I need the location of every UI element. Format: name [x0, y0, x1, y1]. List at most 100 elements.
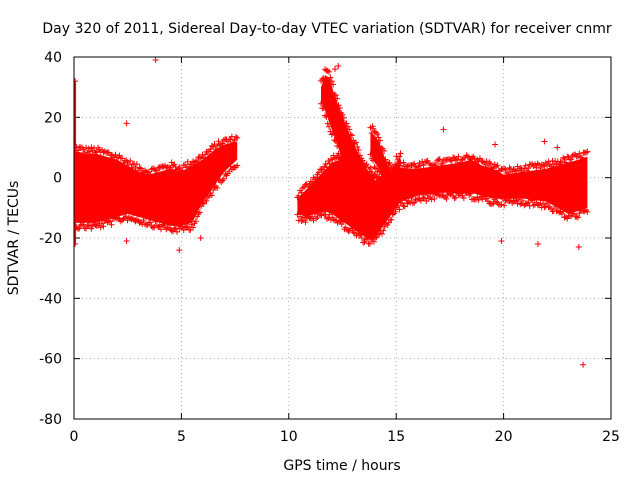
- data-point: [562, 159, 569, 166]
- data-point: [359, 157, 366, 164]
- data-point: [554, 207, 561, 214]
- data-point: [348, 132, 355, 139]
- data-point: [560, 154, 567, 161]
- data-point: [321, 163, 328, 170]
- data-point: [179, 223, 186, 230]
- data-point: [564, 153, 571, 160]
- data-point: [116, 152, 123, 159]
- data-point-outlier: [331, 66, 338, 73]
- data-point: [101, 148, 108, 155]
- data-point: [409, 200, 416, 207]
- data-point: [579, 154, 586, 161]
- data-point: [584, 208, 591, 215]
- data-point: [302, 219, 309, 226]
- data-point: [107, 218, 114, 225]
- y-tick-label: -20: [39, 231, 62, 247]
- data-point: [452, 194, 459, 201]
- y-tick-label: -80: [39, 412, 62, 428]
- data-point: [88, 225, 95, 232]
- data-point: [413, 196, 420, 203]
- data-point: [332, 137, 339, 144]
- data-point: [369, 235, 376, 242]
- data-point: [87, 148, 94, 155]
- data-point: [550, 161, 557, 168]
- data-point: [383, 185, 390, 192]
- data-point: [141, 221, 148, 228]
- x-tick-label: 15: [387, 429, 405, 445]
- data-point: [487, 160, 494, 167]
- data-point: [537, 165, 544, 172]
- data-point: [328, 78, 335, 85]
- data-point: [388, 216, 395, 223]
- data-point: [378, 171, 385, 178]
- y-tick-label: -40: [39, 291, 62, 307]
- data-point: [370, 238, 377, 245]
- data-point: [125, 161, 132, 168]
- data-point: [297, 213, 304, 220]
- data-point: [208, 192, 215, 199]
- data-point: [198, 155, 205, 162]
- data-point: [483, 195, 490, 202]
- data-point: [460, 194, 467, 201]
- data-point-outlier: [440, 126, 447, 133]
- data-point: [420, 194, 427, 201]
- data-point: [581, 208, 588, 215]
- data-point: [196, 209, 203, 216]
- data-point: [313, 215, 320, 222]
- data-point: [295, 192, 302, 199]
- data-point: [318, 100, 325, 107]
- data-point: [513, 168, 520, 175]
- data-point: [394, 156, 401, 163]
- data-point: [123, 213, 130, 220]
- data-point: [301, 214, 308, 221]
- data-point: [149, 224, 156, 231]
- data-point: [188, 221, 195, 228]
- data-point: [456, 159, 463, 166]
- data-point: [397, 175, 404, 182]
- data-point: [519, 168, 526, 175]
- data-point: [172, 226, 179, 233]
- data-point-outlier: [123, 120, 130, 127]
- data-point: [382, 156, 389, 163]
- data-point: [232, 133, 239, 140]
- data-point: [400, 159, 407, 166]
- data-point: [409, 161, 416, 168]
- data-point: [431, 195, 438, 202]
- data-point: [127, 157, 134, 164]
- data-point: [210, 187, 217, 194]
- data-point-outlier: [369, 123, 376, 130]
- data-point: [447, 157, 454, 164]
- data-point: [356, 179, 363, 186]
- y-tick-label: 40: [44, 50, 62, 66]
- data-point: [306, 214, 313, 221]
- data-point: [324, 120, 331, 127]
- data-point: [220, 175, 227, 182]
- data-point: [513, 197, 520, 204]
- data-point: [168, 227, 175, 234]
- data-point: [403, 197, 410, 204]
- data-point: [335, 102, 342, 109]
- data-point: [108, 221, 115, 228]
- data-point: [344, 123, 351, 130]
- data-point: [375, 134, 382, 141]
- data-point: [394, 176, 401, 183]
- data-point: [136, 164, 143, 171]
- data-point: [552, 204, 559, 211]
- data-point: [357, 231, 364, 238]
- data-point: [315, 169, 322, 176]
- data-point: [540, 200, 547, 207]
- data-point: [194, 213, 201, 220]
- data-point: [339, 111, 346, 118]
- y-tick-label: 0: [53, 171, 62, 187]
- data-point: [81, 149, 88, 156]
- data-point: [541, 163, 548, 170]
- data-point: [366, 240, 373, 247]
- data-point: [400, 202, 407, 209]
- data-point: [544, 200, 551, 207]
- data-point: [568, 156, 575, 163]
- data-point: [507, 197, 514, 204]
- data-band: [321, 75, 375, 184]
- data-point: [415, 163, 422, 170]
- data-point: [147, 171, 154, 178]
